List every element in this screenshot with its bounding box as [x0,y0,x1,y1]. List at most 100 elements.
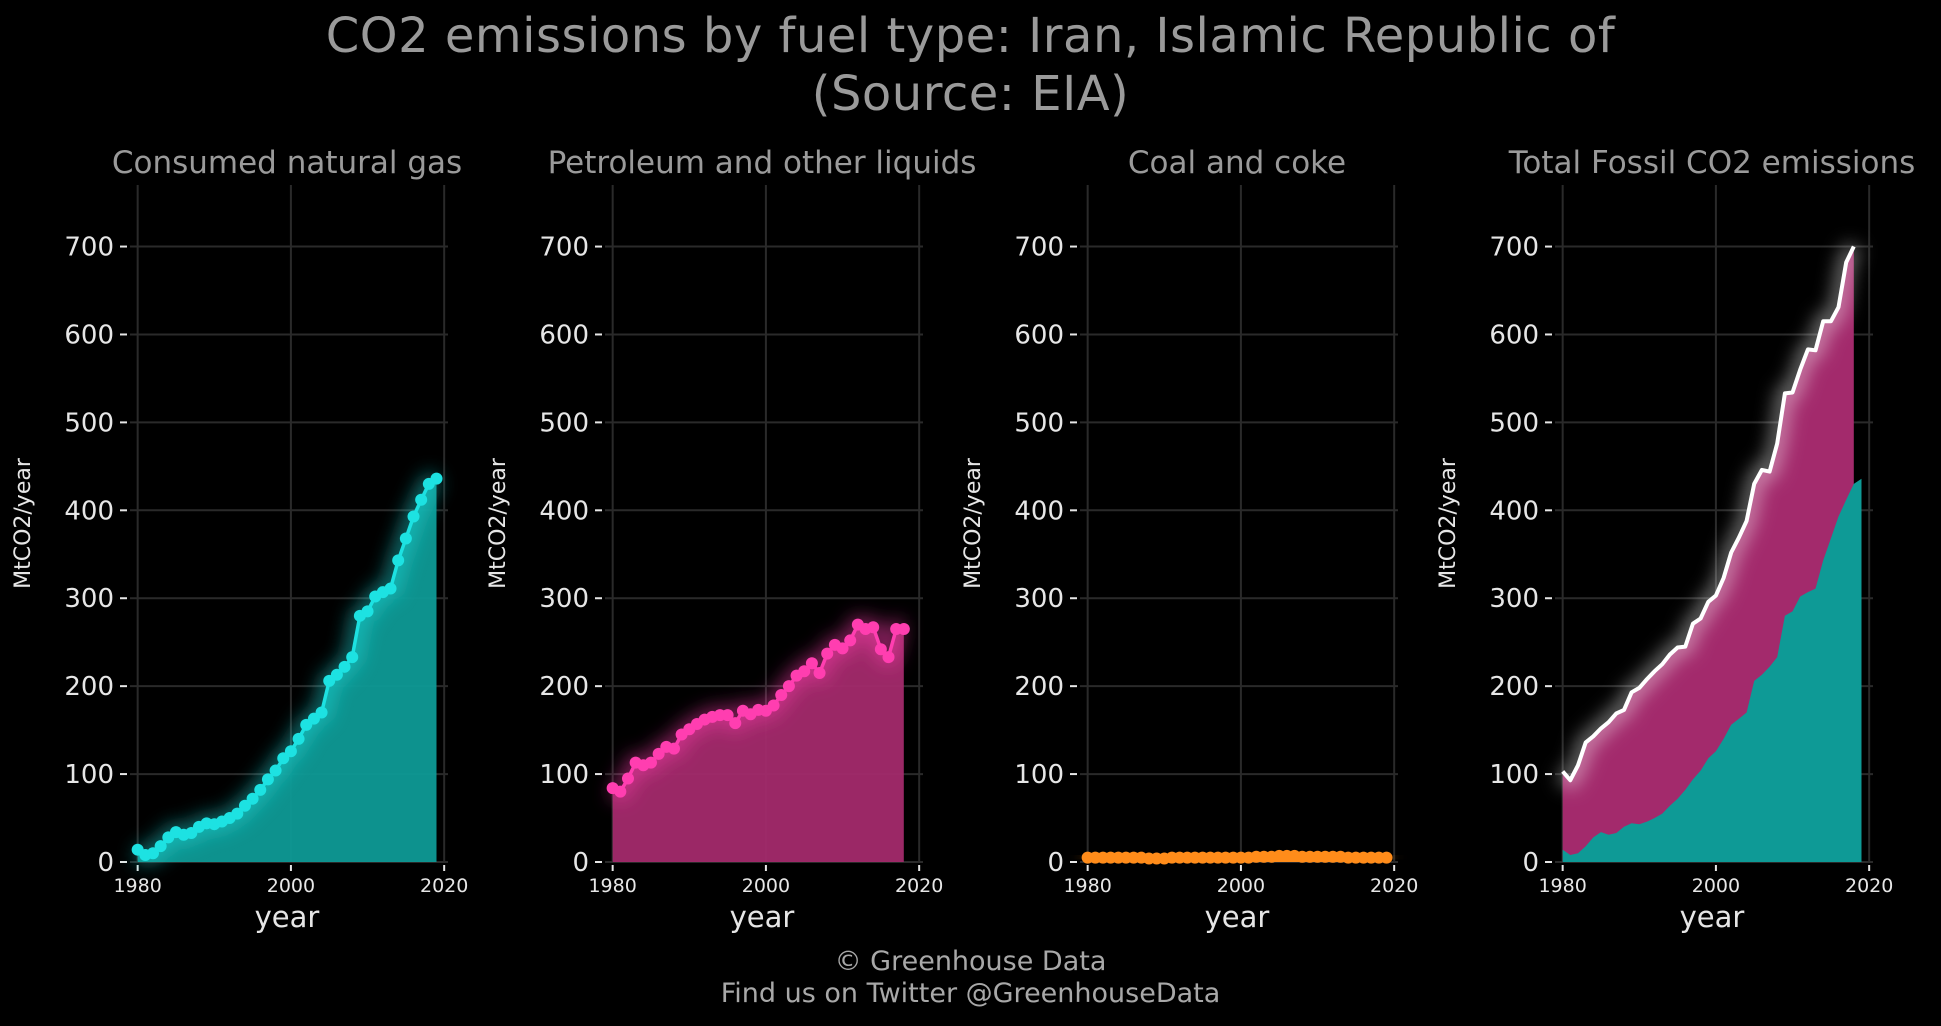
y-tick-label: 400 [1014,496,1064,526]
y-tick-label: 0 [1522,848,1539,878]
y-tick-label: 400 [539,496,589,526]
data-point [897,623,910,636]
panel-title: Consumed natural gas [112,145,462,181]
x-tick-label: 1980 [588,875,636,897]
y-tick-label: 100 [1014,760,1064,790]
footer-twitter: Find us on Twitter @GreenhouseData [720,978,1221,1009]
x-axis-label: year [255,900,320,934]
y-tick-label: 600 [1489,320,1539,350]
data-point [844,634,857,647]
y-axis-label: MtCO2/year [1436,457,1461,589]
x-tick-label: 2000 [1692,875,1740,897]
data-point [254,783,267,796]
panel-title: Total Fossil CO2 emissions [1508,145,1916,181]
data-point [729,717,742,730]
x-tick-label: 2000 [267,875,315,897]
data-point [621,772,634,785]
y-tick-label: 600 [1014,320,1064,350]
data-point [813,666,826,679]
x-tick-label: 2000 [742,875,790,897]
y-tick-label: 300 [539,584,589,614]
x-tick-label: 2020 [895,875,943,897]
y-tick-label: 500 [64,408,114,438]
y-tick-label: 500 [1014,408,1064,438]
y-tick-label: 100 [64,760,114,790]
y-tick-label: 200 [539,672,589,702]
data-point [231,807,244,820]
x-tick-label: 2000 [1217,875,1265,897]
area-fill [137,478,437,862]
y-tick-label: 300 [1489,584,1539,614]
data-point [392,554,405,567]
y-tick-label: 700 [1014,233,1064,263]
x-tick-label: 1980 [113,875,161,897]
panel-4: 0 100 200 300 400 500 600 700 1980 2000 2020 Total … [1436,145,1915,934]
y-tick-label: 0 [572,848,589,878]
y-axis-label: MtCO2/year [11,457,36,589]
data-point [767,699,780,712]
data-point [874,643,887,656]
total-line [1561,245,1856,783]
y-tick-label: 0 [97,848,114,878]
y-tick-label: 300 [1014,584,1064,614]
data-point [284,745,297,758]
data-point [644,756,657,769]
panel-1: 0 100 200 300 400 500 600 700 1980 2000 2020 Consum… [11,145,468,934]
data-point [238,799,251,812]
data-point [407,510,420,523]
x-tick-label: 2020 [1845,875,1893,897]
area-fill [612,624,904,862]
y-tick-label: 100 [1489,760,1539,790]
data-point [430,472,443,485]
y-tick-label: 400 [64,496,114,526]
data-point [798,665,811,678]
data-point [867,621,880,634]
data-point [415,493,428,506]
y-tick-label: 600 [539,320,589,350]
data-point [721,709,734,722]
area-layer [1562,478,1862,862]
data-point [782,680,795,693]
data-point [384,582,397,595]
x-axis-label: year [1205,900,1270,934]
y-tick-label: 500 [539,408,589,438]
data-point [805,657,818,670]
y-tick-label: 600 [64,320,114,350]
data-point [315,706,328,719]
y-axis-label: MtCO2/year [486,457,511,589]
y-tick-label: 400 [1489,496,1539,526]
y-tick-label: 500 [1489,408,1539,438]
data-point [346,651,359,664]
y-tick-label: 700 [539,233,589,263]
chart-title-line2: (Source: EIA) [811,66,1130,122]
data-point [614,785,627,798]
y-tick-label: 300 [64,584,114,614]
y-tick-label: 200 [64,672,114,702]
data-point [277,752,290,765]
panel-2: 0 100 200 300 400 500 600 700 1980 2000 2020 Petrol… [486,145,976,934]
data-point [775,688,788,701]
x-tick-label: 1980 [1538,875,1586,897]
data-point [261,773,274,786]
data-point [399,532,412,545]
data-point [269,764,282,777]
x-axis-label: year [730,900,795,934]
x-tick-label: 2020 [420,875,468,897]
y-tick-label: 100 [539,760,589,790]
y-tick-label: 0 [1047,848,1064,878]
y-tick-label: 700 [1489,233,1539,263]
y-axis-label: MtCO2/year [961,457,986,589]
data-point [882,651,895,664]
y-tick-label: 700 [64,233,114,263]
x-axis-label: year [1680,900,1745,934]
data-point [338,660,351,673]
x-tick-label: 1980 [1063,875,1111,897]
panel-3: 0 100 200 300 400 500 600 700 1980 2000 2020 Coal a… [961,145,1418,934]
footer-copyright: © Greenhouse Data [834,946,1107,977]
data-point [361,605,374,618]
data-point [836,642,849,655]
x-tick-label: 2020 [1370,875,1418,897]
chart-title-line1: CO2 emissions by fuel type: Iran, Islami… [325,8,1616,64]
y-tick-label: 200 [1014,672,1064,702]
